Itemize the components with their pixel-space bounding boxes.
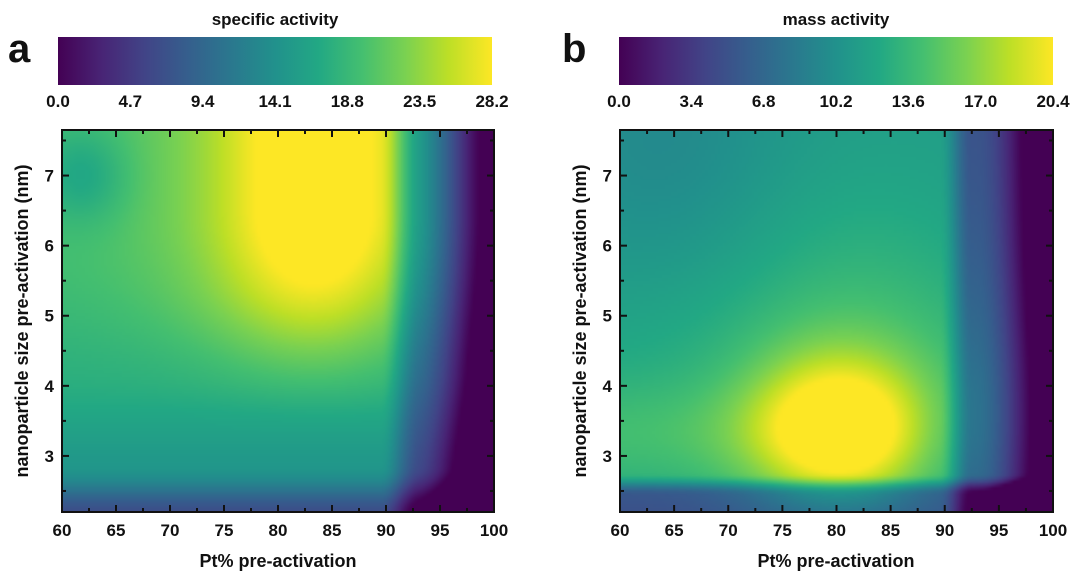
colorbar-tick-label: 0.0 bbox=[607, 92, 631, 111]
x-tick-label: 70 bbox=[161, 521, 180, 540]
panel-b-xlabel: Pt% pre-activation bbox=[757, 551, 914, 571]
colorbar-tick-label: 0.0 bbox=[46, 92, 70, 111]
panel-a-xlabel: Pt% pre-activation bbox=[199, 551, 356, 571]
panel-a-heatmap bbox=[62, 130, 494, 512]
x-tick-label: 70 bbox=[719, 521, 738, 540]
y-tick-label: 3 bbox=[45, 447, 54, 466]
panel-b-axis-ticks: 60 65 70 75 80 85 90 95 100 3 4 5 6 7 bbox=[603, 130, 1067, 540]
x-tick-label: 80 bbox=[827, 521, 846, 540]
y-tick-label: 7 bbox=[45, 167, 54, 186]
x-tick-label: 65 bbox=[107, 521, 126, 540]
panel-a-heatmap-image bbox=[62, 130, 494, 512]
colorbar-tick-label: 4.7 bbox=[119, 92, 143, 111]
y-tick-label: 7 bbox=[603, 167, 612, 186]
x-tick-label: 90 bbox=[377, 521, 396, 540]
colorbar-tick-label: 9.4 bbox=[191, 92, 215, 111]
x-tick-label: 65 bbox=[665, 521, 684, 540]
y-tick-label: 6 bbox=[45, 237, 54, 256]
panel-b-colorbar bbox=[619, 37, 1053, 85]
y-tick-label: 4 bbox=[603, 377, 613, 396]
colorbar-tick-label: 28.2 bbox=[475, 92, 508, 111]
x-tick-label: 95 bbox=[989, 521, 1008, 540]
x-tick-label: 80 bbox=[269, 521, 288, 540]
panel-a-ylabel: nanoparticle size pre-activation (nm) bbox=[12, 164, 32, 477]
y-tick-label: 6 bbox=[603, 237, 612, 256]
panel-a-colorbar bbox=[58, 37, 492, 85]
y-tick-label: 5 bbox=[603, 307, 612, 326]
panel-b-colorbar-ticks: 0.0 3.4 6.8 10.2 13.6 17.0 20.4 bbox=[607, 92, 1070, 111]
panel-a-colorbar-ticks: 0.0 4.7 9.4 14.1 18.8 23.5 28.2 bbox=[46, 92, 508, 111]
colorbar-tick-label: 23.5 bbox=[403, 92, 436, 111]
y-tick-label: 5 bbox=[45, 307, 54, 326]
colorbar-tick-label: 13.6 bbox=[892, 92, 925, 111]
y-tick-label: 3 bbox=[603, 447, 612, 466]
colorbar-tick-label: 20.4 bbox=[1036, 92, 1070, 111]
x-tick-label: 85 bbox=[323, 521, 342, 540]
panel-b-colorbar-title: mass activity bbox=[783, 10, 890, 29]
panel-b: b mass activity 0.0 3.4 6.8 10.2 13.6 17.0 20.… bbox=[562, 10, 1070, 571]
x-tick-label: 95 bbox=[431, 521, 450, 540]
x-tick-label: 60 bbox=[611, 521, 630, 540]
x-tick-label: 75 bbox=[773, 521, 792, 540]
panel-a-colorbar-title: specific activity bbox=[212, 10, 339, 29]
panel-b-letter: b bbox=[562, 27, 586, 71]
x-tick-label: 85 bbox=[881, 521, 900, 540]
colorbar-tick-label: 10.2 bbox=[819, 92, 852, 111]
x-tick-label: 60 bbox=[53, 521, 72, 540]
panel-a-axis-ticks: 60 65 70 75 80 85 90 95 100 3 4 5 6 7 bbox=[45, 130, 508, 540]
panel-b-heatmap-image bbox=[620, 130, 1053, 512]
y-tick-label: 4 bbox=[45, 377, 55, 396]
panel-b-heatmap bbox=[620, 130, 1053, 512]
colorbar-tick-label: 14.1 bbox=[258, 92, 291, 111]
colorbar-tick-label: 18.8 bbox=[331, 92, 364, 111]
x-tick-label: 100 bbox=[1039, 521, 1067, 540]
panel-b-ylabel: nanoparticle size pre-activation (nm) bbox=[570, 164, 590, 477]
colorbar-tick-label: 3.4 bbox=[680, 92, 704, 111]
x-tick-label: 75 bbox=[215, 521, 234, 540]
colorbar-tick-label: 17.0 bbox=[964, 92, 997, 111]
panel-a-letter: a bbox=[8, 27, 31, 71]
panel-a: a specific activity 0.0 4.7 9.4 14.1 18.8 23.… bbox=[8, 10, 509, 571]
x-tick-label: 90 bbox=[935, 521, 954, 540]
x-tick-label: 100 bbox=[480, 521, 508, 540]
colorbar-tick-label: 6.8 bbox=[752, 92, 776, 111]
